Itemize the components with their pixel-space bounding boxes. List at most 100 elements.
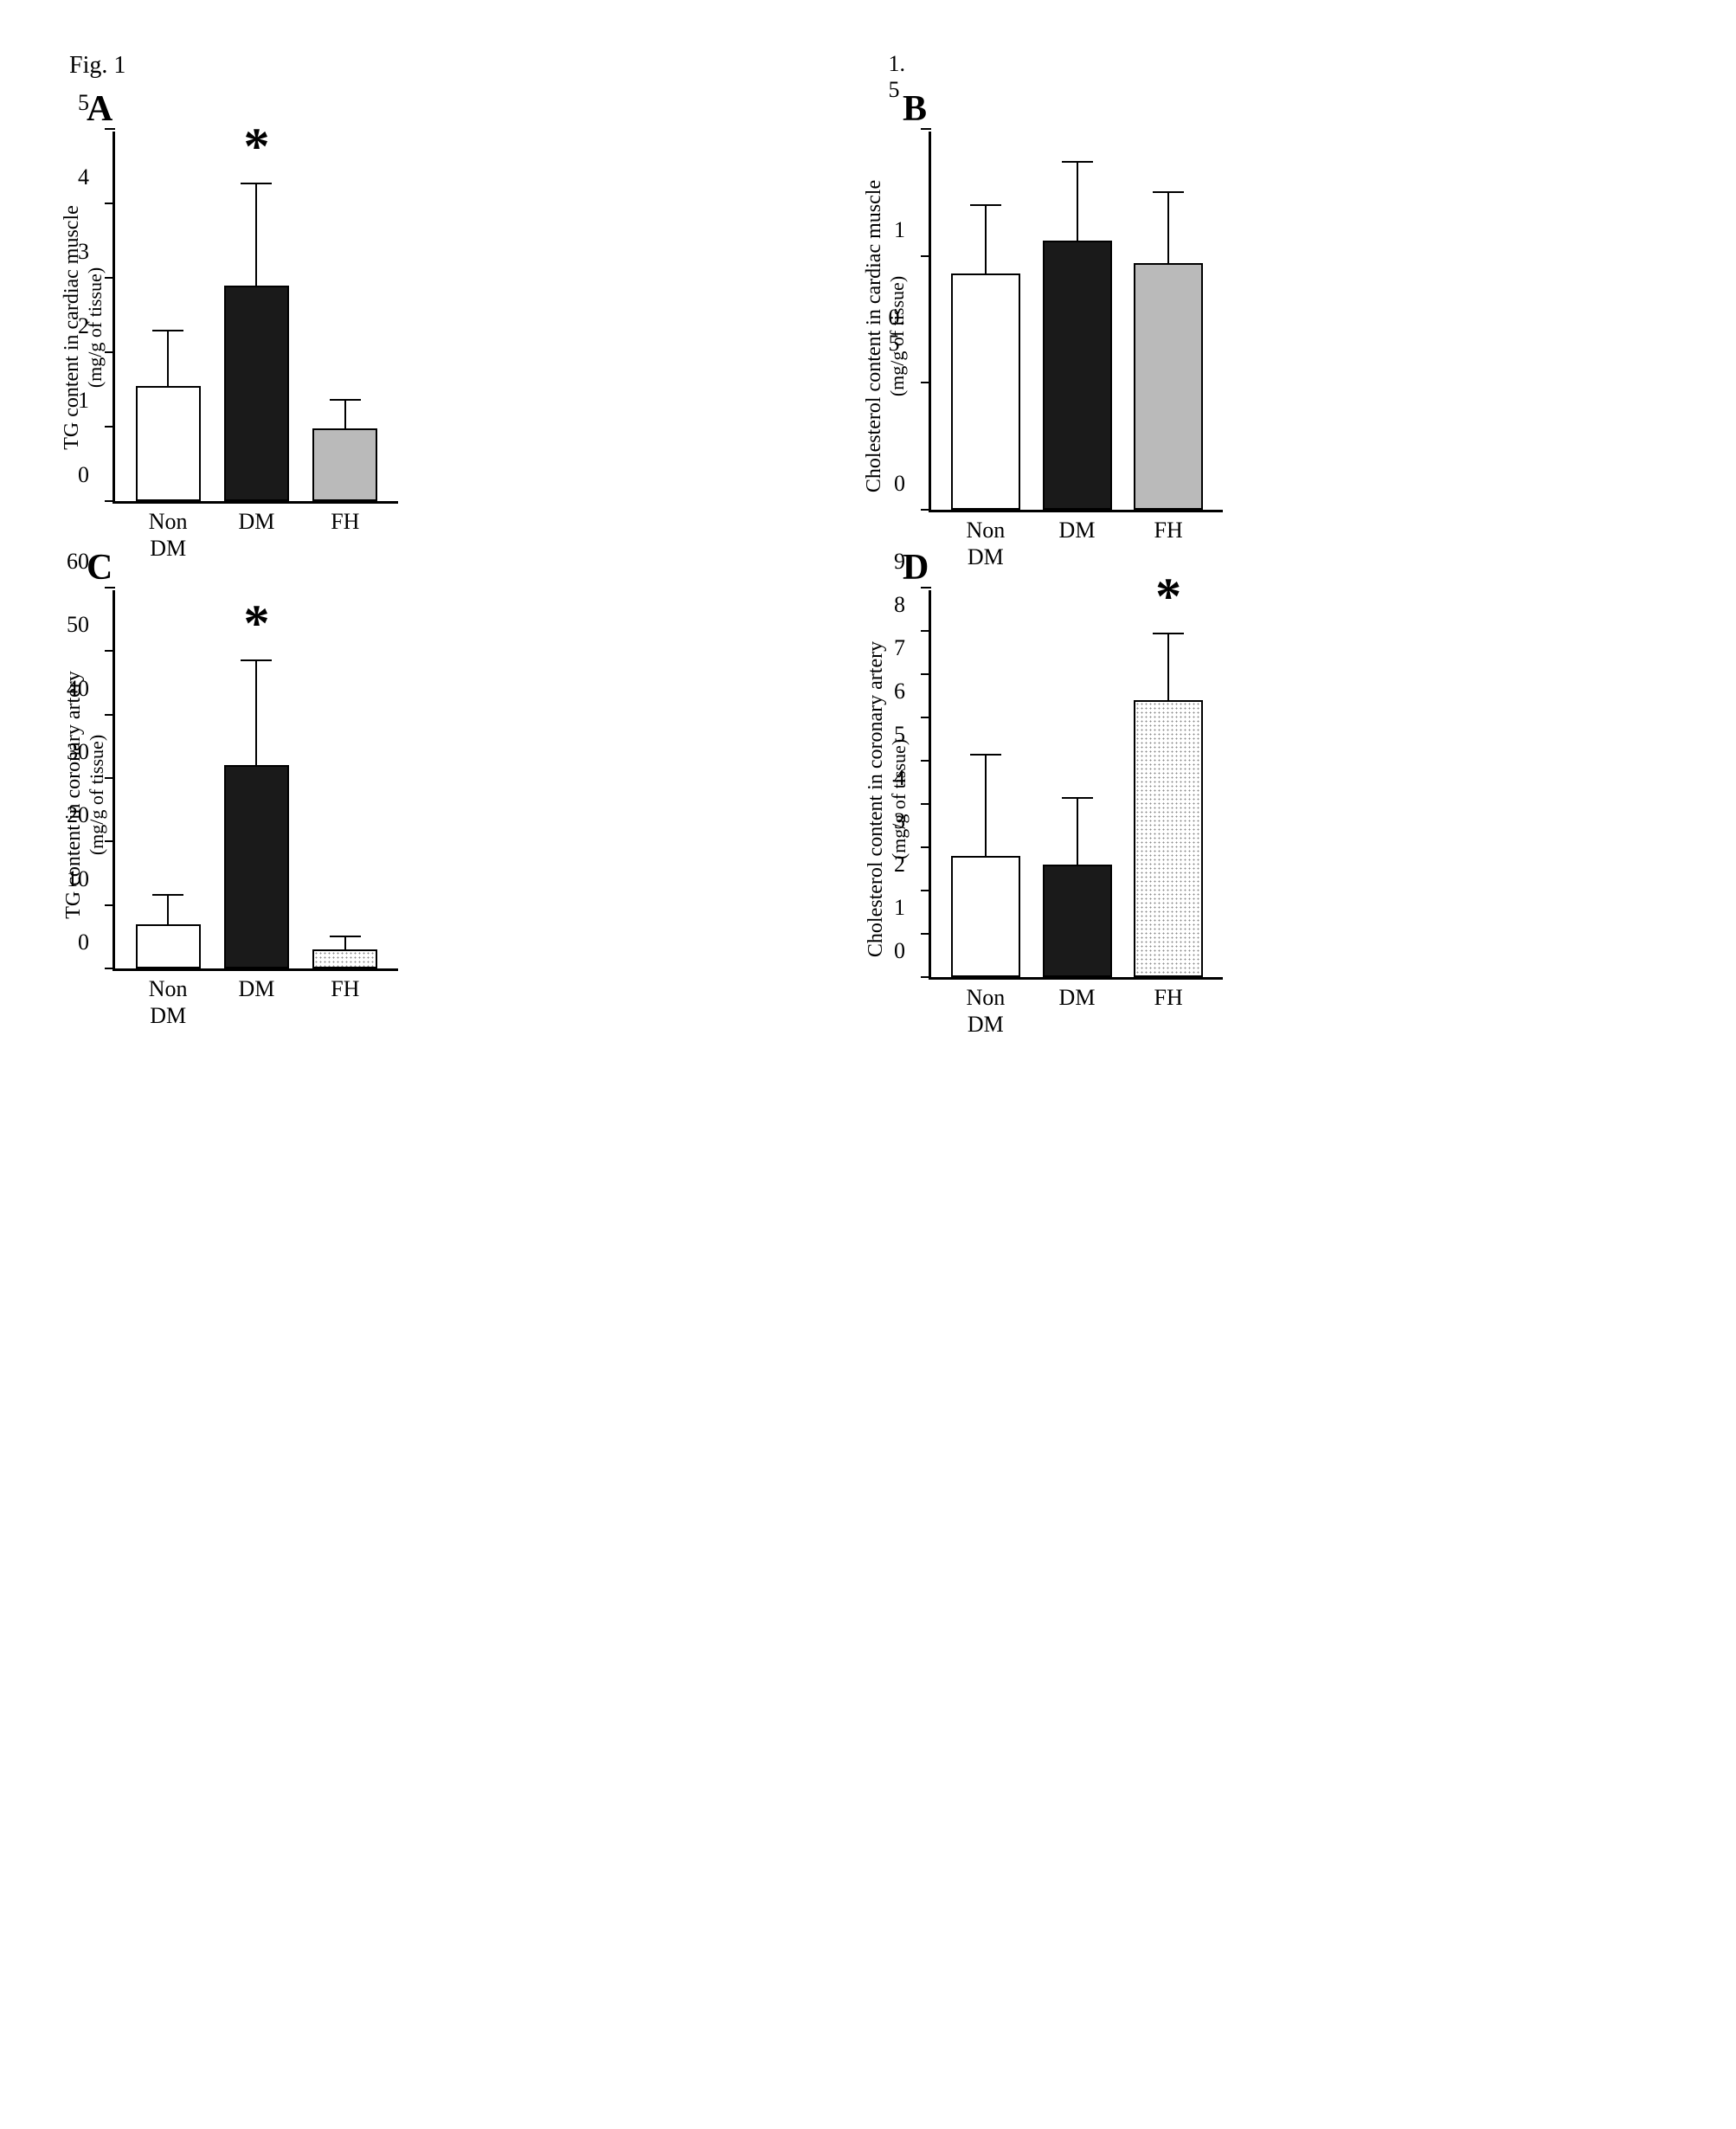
y-tick-label: 1	[894, 217, 905, 243]
y-tick	[105, 351, 115, 353]
plot-c: 0102030405060*NonDMDMFH	[113, 590, 398, 971]
error-cap	[1062, 797, 1093, 799]
chart-a: TG content in cardiac muscle (mg/g of ti…	[113, 132, 851, 504]
error-cap	[330, 399, 361, 401]
y-tick	[921, 717, 931, 718]
y-tick-label: 2	[78, 313, 89, 339]
y-tick	[921, 128, 931, 130]
bar-group: *	[1122, 700, 1214, 977]
y-tick	[105, 777, 115, 779]
significance-marker: *	[243, 594, 269, 653]
y-tick	[921, 630, 931, 632]
panel-letter-d: D	[903, 547, 929, 589]
y-tick-label: 50	[67, 612, 89, 638]
bar-group	[124, 386, 212, 501]
panel-b: B Cholesterol content in cardiac muscle …	[885, 106, 1667, 512]
panel-letter-a: A	[87, 88, 113, 130]
bar	[312, 428, 377, 501]
y-tick	[105, 128, 115, 130]
significance-marker: *	[1155, 567, 1181, 627]
y-tick-label: 5	[894, 722, 905, 748]
x-label: FH	[1122, 984, 1214, 1038]
y-tick	[105, 277, 115, 279]
y-tick-label: 60	[67, 549, 89, 575]
y-tick-label: 0	[78, 462, 89, 488]
x-label: NonDM	[940, 517, 1032, 570]
bar-group	[940, 273, 1032, 510]
chart-grid: A TG content in cardiac muscle (mg/g of …	[69, 106, 1667, 980]
bar-group	[940, 856, 1032, 977]
error-cap	[241, 183, 272, 184]
error-bar	[985, 204, 987, 275]
x-labels: NonDMDMFH	[931, 984, 1223, 1038]
error-bar	[344, 936, 346, 951]
error-cap	[330, 936, 361, 937]
y-tick	[105, 500, 115, 502]
y-tick-label: 1	[894, 895, 905, 921]
error-bar	[167, 330, 169, 388]
panel-c: C TG content in coronary artery (mg/g of…	[69, 564, 851, 980]
y-tick-label: 1	[78, 388, 89, 414]
error-bar	[255, 659, 257, 768]
error-bar	[255, 183, 257, 286]
y-tick-label: 4	[78, 164, 89, 190]
y-tick-label: 8	[894, 592, 905, 618]
x-label: FH	[1122, 517, 1214, 570]
y-tick-label: 0	[78, 929, 89, 955]
y-tick-label: 10	[67, 866, 89, 892]
ylabel-b-line1: Cholesterol content in cardiac muscle	[863, 180, 885, 492]
y-tick-label: 40	[67, 676, 89, 702]
significance-marker: *	[243, 117, 269, 177]
chart-c: TG content in coronary artery (mg/g of t…	[113, 590, 851, 971]
bar-group	[1122, 263, 1214, 510]
y-tick-label: 2	[894, 852, 905, 878]
bar	[951, 273, 1020, 510]
panel-letter-c: C	[87, 547, 113, 589]
bar-group: *	[212, 286, 300, 501]
panel-a: A TG content in cardiac muscle (mg/g of …	[69, 106, 851, 512]
plot-a: 012345*NonDMDMFH	[113, 132, 398, 504]
x-label: DM	[212, 975, 300, 1029]
error-bar	[1077, 161, 1078, 242]
y-tick-label: 20	[67, 802, 89, 828]
bar-group	[301, 949, 389, 968]
y-tick	[105, 840, 115, 842]
y-tick	[105, 650, 115, 652]
y-tick-label: 0. 5	[889, 305, 906, 357]
y-tick	[921, 933, 931, 935]
y-tick-label: 6	[894, 679, 905, 704]
bars: *	[115, 590, 398, 968]
bar	[224, 286, 289, 501]
chart-b: Cholesterol content in cardiac muscle (m…	[929, 132, 1667, 512]
x-labels: NonDMDMFH	[115, 975, 398, 1029]
error-cap	[152, 894, 183, 896]
bar	[1043, 865, 1112, 977]
error-cap	[1062, 161, 1093, 163]
y-tick	[921, 509, 931, 511]
panel-d: D Cholesterol content in coronary artery…	[885, 564, 1667, 980]
bar-group	[1032, 865, 1123, 977]
error-bar	[1167, 191, 1169, 265]
error-cap	[970, 754, 1001, 756]
x-label: DM	[1032, 517, 1123, 570]
x-labels: NonDMDMFH	[931, 517, 1223, 570]
y-tick	[105, 904, 115, 906]
x-label: DM	[212, 508, 300, 562]
bar-group	[124, 924, 212, 968]
x-label: FH	[301, 508, 389, 562]
panel-letter-b: B	[903, 88, 927, 130]
y-tick	[921, 846, 931, 848]
y-tick	[105, 714, 115, 716]
x-label: NonDM	[940, 984, 1032, 1038]
error-cap	[152, 330, 183, 331]
y-tick-label: 30	[67, 739, 89, 765]
y-tick-label: 3	[894, 808, 905, 834]
y-tick	[921, 890, 931, 891]
error-cap	[1153, 633, 1184, 634]
x-label: NonDM	[124, 508, 212, 562]
y-tick-label: 1. 5	[889, 51, 906, 103]
x-label: DM	[1032, 984, 1123, 1038]
figure-label: Fig. 1	[69, 52, 1667, 80]
bars: *	[115, 132, 398, 501]
bar	[312, 949, 377, 968]
